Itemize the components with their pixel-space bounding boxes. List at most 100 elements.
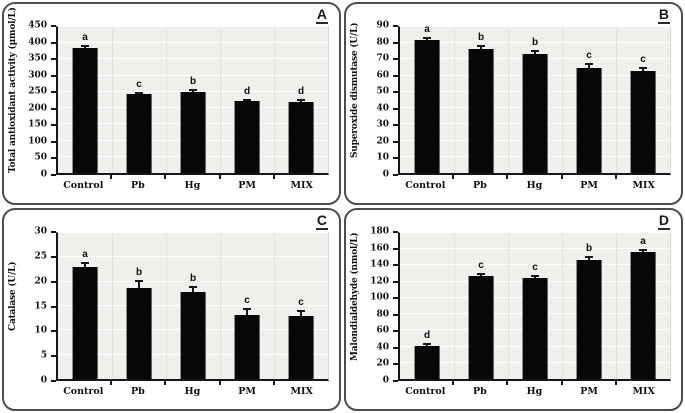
error-bar-cap [585, 256, 593, 259]
gridline-horizontal [400, 232, 670, 233]
x-tick-mark [164, 381, 167, 385]
bar-pb [126, 288, 152, 379]
y-tick-mark [51, 231, 56, 233]
gridline-vertical [220, 233, 221, 379]
y-tick-label: 70 [376, 53, 389, 64]
y-tick-mark [51, 124, 56, 127]
x-axis-labels: Control Pb Hg PM MIX [398, 381, 671, 405]
error-bar-cap [243, 98, 251, 101]
x-tick-mark [273, 175, 276, 179]
y-tick-label: 300 [28, 70, 47, 81]
error-bar [138, 280, 140, 288]
significance-letter: c [586, 49, 592, 61]
x-category-label: Pb [130, 180, 145, 191]
error-bar-cap [243, 308, 251, 311]
gridline-vertical [454, 233, 455, 379]
x-category-label: Control [405, 386, 446, 397]
gridline-vertical [454, 27, 455, 173]
panel-A: A Total antioxidant activity (μmol/L) 0 5… [2, 2, 341, 205]
y-tick-label: 10 [376, 152, 389, 163]
y-axis-ticks: 0 20 40 60 80 100 120 140 160 180 [364, 227, 398, 385]
significance-letter: b [531, 37, 539, 49]
x-category-label: Control [63, 386, 104, 397]
x-tick-mark [273, 381, 276, 385]
gridline-horizontal [58, 42, 328, 44]
gridline-horizontal [400, 26, 670, 27]
significance-letter: d [423, 330, 431, 342]
x-tick-mark [615, 381, 618, 385]
bar-mix [630, 70, 656, 173]
y-tick-label: 100 [28, 136, 47, 147]
y-tick-mark [51, 355, 56, 358]
y-tick-label: 90 [376, 20, 389, 31]
y-tick-label: 30 [34, 226, 47, 237]
panel-label-B: B [657, 6, 670, 25]
y-tick-mark [51, 58, 56, 61]
error-bar [588, 63, 590, 68]
gridline-vertical [508, 27, 509, 173]
y-tick-mark [393, 41, 398, 44]
bar-hg [180, 91, 206, 173]
significance-letter: b [189, 272, 197, 284]
y-tick-label: 40 [376, 103, 389, 114]
bar-pm [234, 100, 260, 173]
gridline-vertical [112, 27, 113, 173]
y-tick-label: 0 [40, 375, 47, 386]
significance-letter: a [82, 249, 88, 261]
gridline-horizontal [58, 74, 328, 76]
bar-mix [630, 251, 656, 379]
significance-letter: d [297, 86, 305, 98]
significance-letter: b [135, 266, 143, 278]
x-category-label: MIX [632, 180, 655, 191]
y-tick-mark [393, 174, 398, 176]
bar-pm [576, 259, 602, 379]
x-tick-mark [560, 175, 563, 179]
bar-mix [288, 316, 314, 379]
significance-letter: c [532, 262, 538, 273]
error-bar-cap [585, 62, 593, 65]
panel-D: D Malondialdehyde (nmol/L) 0 20 40 60 80 100 1… [344, 208, 683, 411]
x-category-label: Pb [472, 386, 487, 397]
y-tick-mark [393, 74, 398, 77]
bar-hg [522, 53, 548, 173]
y-tick-mark [393, 313, 398, 316]
bar-control [414, 39, 440, 173]
bar-hg [522, 277, 548, 379]
x-category-label: PM [238, 386, 256, 397]
y-tick-label: 250 [28, 86, 47, 97]
y-tick-mark [393, 346, 398, 349]
error-bar-cap [135, 91, 143, 94]
y-tick-mark [393, 107, 398, 110]
y-axis-ticks: 0 50 100 150 200 250 300 350 400 450 [22, 21, 56, 179]
y-tick-label: 50 [376, 86, 389, 97]
gridline-horizontal [58, 256, 328, 258]
significance-letter: c [298, 296, 304, 308]
x-tick-mark [506, 175, 509, 179]
significance-letter: b [189, 75, 197, 87]
x-tick-mark [451, 175, 454, 179]
y-tick-label: 25 [34, 251, 47, 262]
error-bar-cap [81, 45, 89, 48]
y-tick-mark [393, 247, 398, 250]
gridline-horizontal [400, 42, 670, 44]
error-bar-cap [135, 279, 143, 282]
bar-pb [468, 276, 494, 379]
bar-control [72, 48, 98, 173]
y-tick-mark [393, 380, 398, 382]
plot-area: a b b c c [56, 232, 329, 381]
plot-area: d c c b a [398, 232, 671, 381]
bar-control [72, 267, 98, 379]
bar-pm [234, 315, 260, 379]
x-tick-mark [109, 381, 112, 385]
plot-area: a b b c c [398, 24, 671, 175]
significance-letter: d [243, 85, 251, 97]
y-tick-mark [393, 280, 398, 283]
y-tick-label: 0 [40, 169, 47, 180]
gridline-vertical [112, 233, 113, 379]
y-tick-label: 60 [376, 70, 389, 81]
gridline-vertical [220, 27, 221, 173]
bar-pb [126, 94, 152, 173]
error-bar [426, 37, 428, 40]
panel-label-A: A [315, 6, 328, 25]
error-bar-cap [423, 343, 431, 346]
